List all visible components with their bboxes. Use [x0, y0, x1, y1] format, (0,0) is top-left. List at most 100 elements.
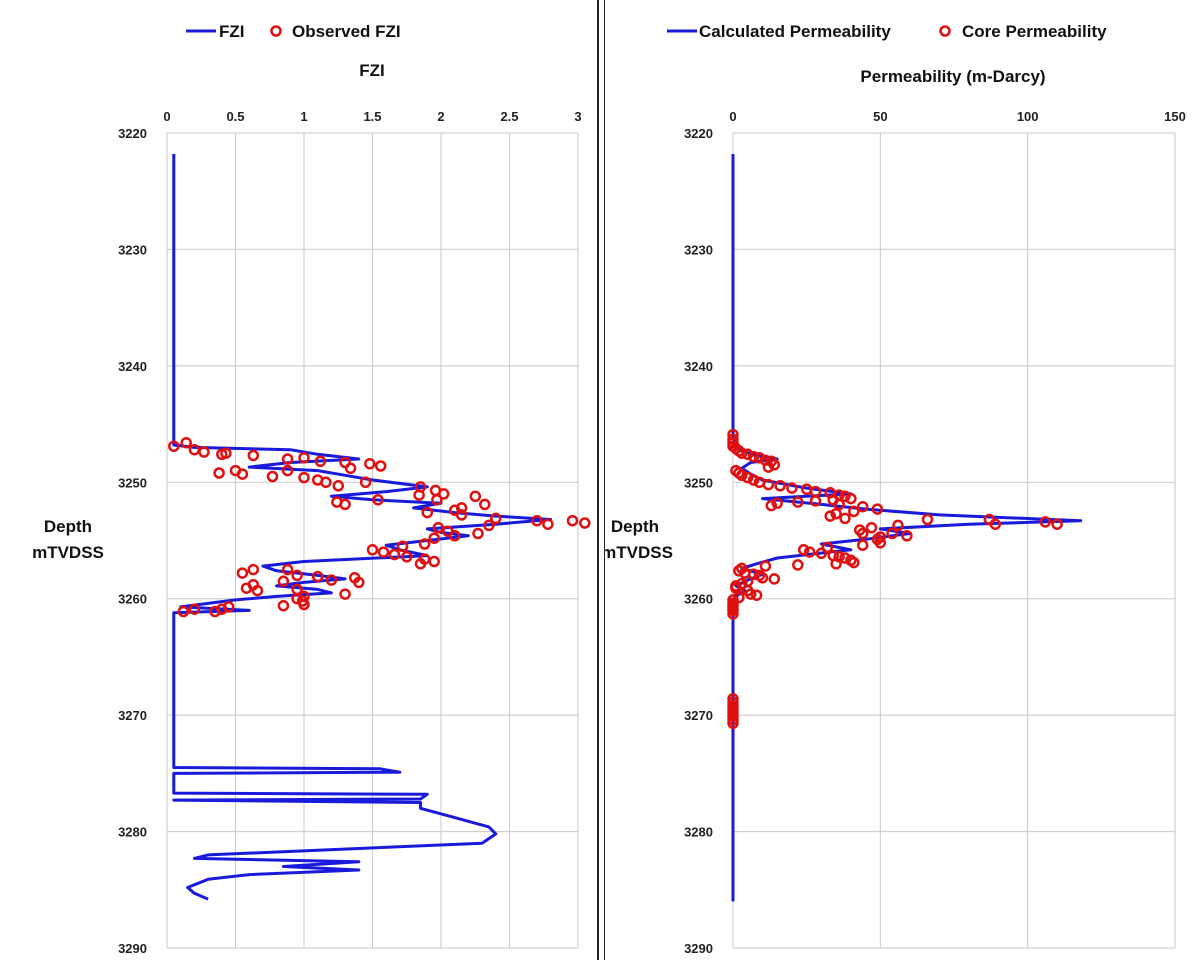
- data-point-marker: [291, 592, 303, 605]
- data-point-marker: [428, 532, 440, 544]
- data-point-marker: [856, 539, 869, 551]
- y-axis-title-line2: mTVDSS: [605, 543, 673, 562]
- data-point-marker: [989, 518, 1002, 530]
- y-tick-labels: 3220 3230 3240 3250 3260 3270 3280 3290: [684, 126, 713, 956]
- y-tick-label: 3220: [684, 126, 713, 141]
- data-point-marker: [374, 460, 387, 472]
- data-point-marker: [839, 512, 851, 525]
- data-point-marker: [366, 544, 379, 556]
- data-point-marker: [281, 563, 294, 576]
- data-point-marker: [311, 570, 324, 583]
- data-point-marker: [413, 489, 425, 501]
- data-point-marker: [344, 462, 357, 475]
- legend-marker-symbol: [270, 25, 282, 37]
- data-point-marker: [821, 541, 834, 554]
- data-point-marker: [762, 461, 775, 473]
- data-point-marker: [886, 527, 898, 540]
- data-point-marker: [744, 588, 757, 600]
- data-point-marker: [803, 546, 816, 558]
- data-point-marker: [797, 544, 810, 556]
- x-tick-label: 0: [163, 109, 170, 124]
- data-point-marker: [314, 455, 327, 468]
- data-point-marker: [298, 598, 310, 611]
- data-point-marker: [472, 527, 484, 540]
- y-tick-label: 3280: [684, 825, 713, 840]
- x-tick-label: 1: [300, 109, 307, 124]
- data-point-marker: [542, 518, 554, 530]
- data-point-marker: [809, 495, 822, 507]
- data-point-marker: [768, 459, 781, 471]
- series-layer: [168, 154, 591, 901]
- data-point-marker: [401, 551, 413, 563]
- data-point-marker: [792, 559, 804, 571]
- data-point-marker: [372, 494, 384, 506]
- data-point-marker: [871, 503, 884, 515]
- data-point-marker: [236, 468, 249, 480]
- data-point-marker: [845, 492, 857, 505]
- data-point-marker: [251, 584, 264, 597]
- data-point-marker: [792, 496, 804, 508]
- data-point-marker: [298, 471, 310, 484]
- data-point-marker: [414, 558, 427, 570]
- data-point-marker: [291, 569, 303, 582]
- data-point-marker: [209, 605, 221, 618]
- data-point-marker: [824, 510, 836, 522]
- data-point-marker: [768, 573, 781, 585]
- data-point-marker: [771, 497, 783, 509]
- data-point-marker: [479, 498, 491, 511]
- data-point-marker: [747, 450, 760, 463]
- y-tick-label: 3220: [118, 126, 147, 141]
- y-tick-label: 3250: [118, 475, 147, 490]
- x-tick-label: 100: [1017, 109, 1039, 124]
- data-point-marker: [839, 552, 851, 564]
- data-point-marker: [418, 538, 431, 550]
- data-point-marker: [216, 603, 228, 615]
- y-axis-title-line1: Depth: [611, 517, 659, 536]
- y-tick-label: 3240: [684, 359, 713, 374]
- data-point-marker: [448, 530, 461, 542]
- x-tick-label: 50: [873, 109, 887, 124]
- data-point-marker: [188, 603, 201, 615]
- data-point-marker: [815, 547, 828, 560]
- data-point-marker: [320, 476, 332, 489]
- data-point-marker: [331, 496, 343, 508]
- series-layer: [727, 154, 1083, 902]
- data-point-marker: [432, 521, 445, 534]
- x-tick-label: 150: [1164, 109, 1186, 124]
- data-point-marker: [830, 558, 842, 570]
- data-point-marker: [483, 519, 495, 532]
- data-point-marker: [220, 447, 232, 459]
- fzi-chart-panel: FZI Observed FZI FZI Depth mTVDSS 0 0.5 1 1…: [0, 0, 599, 960]
- data-point-marker: [759, 560, 772, 572]
- data-point-marker: [848, 505, 860, 518]
- grid: [166, 132, 579, 949]
- data-point-marker: [353, 576, 365, 589]
- data-point-marker: [765, 499, 778, 512]
- data-point-marker: [856, 527, 869, 540]
- data-point-marker: [762, 478, 775, 491]
- x-tick-label: 1.5: [363, 109, 381, 124]
- data-point-marker: [240, 582, 253, 594]
- data-point-marker: [339, 588, 351, 600]
- data-point-marker: [727, 608, 739, 620]
- data-point-marker: [747, 474, 760, 486]
- data-point-marker: [455, 502, 468, 514]
- data-point-marker: [180, 436, 192, 449]
- y-tick-label: 3270: [684, 708, 713, 723]
- grid: [732, 132, 1176, 949]
- data-point-marker: [856, 500, 869, 513]
- data-point-marker: [396, 540, 409, 553]
- y-tick-label: 3260: [684, 592, 713, 607]
- data-point-marker: [727, 717, 739, 730]
- data-point-marker: [839, 490, 851, 503]
- legend-core-label: Core Permeability: [962, 22, 1107, 41]
- x-tick-label: 2.5: [500, 109, 518, 124]
- data-point-marker: [277, 599, 290, 612]
- y-tick-label: 3230: [684, 242, 713, 257]
- x-axis-title: Permeability (m-Darcy): [860, 67, 1045, 86]
- data-point-marker: [332, 480, 345, 492]
- fzi-legend: FZI Observed FZI: [186, 22, 401, 41]
- data-point-marker: [377, 546, 390, 558]
- x-tick-label: 0: [729, 109, 736, 124]
- x-tick-label: 0.5: [226, 109, 244, 124]
